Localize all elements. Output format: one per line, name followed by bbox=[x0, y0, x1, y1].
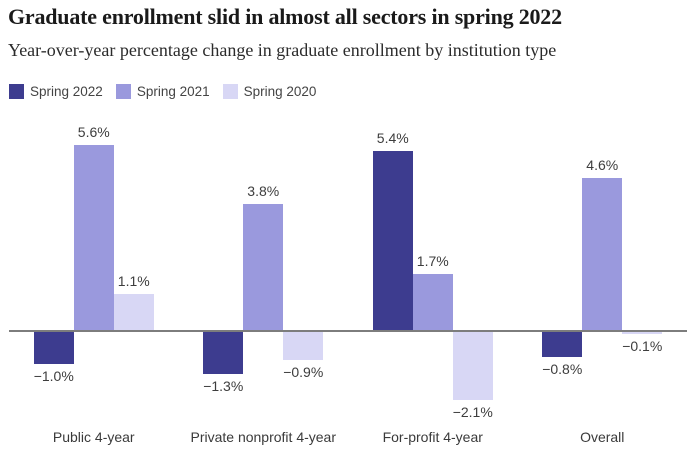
bar bbox=[582, 177, 623, 331]
value-label: 3.8% bbox=[247, 183, 280, 200]
bar bbox=[73, 144, 114, 331]
legend-swatch bbox=[9, 84, 24, 99]
category-label: Overall bbox=[580, 429, 625, 445]
value-label: −2.1% bbox=[452, 404, 493, 421]
bar bbox=[113, 293, 154, 331]
value-label: −0.9% bbox=[283, 364, 324, 381]
bar bbox=[243, 204, 284, 331]
bar bbox=[203, 330, 244, 374]
zero-axis-line bbox=[9, 330, 687, 332]
value-label: −1.3% bbox=[203, 377, 244, 394]
bar bbox=[283, 330, 324, 361]
bar bbox=[33, 330, 74, 364]
legend-swatch bbox=[115, 84, 131, 99]
value-label: 1.1% bbox=[117, 272, 150, 289]
legend-item-label: Spring 2020 bbox=[243, 84, 317, 99]
category-label: For-profit 4-year bbox=[382, 429, 483, 445]
value-label: 1.7% bbox=[416, 253, 449, 270]
legend-item-label: Spring 2021 bbox=[136, 84, 210, 99]
value-label: 5.6% bbox=[77, 123, 110, 140]
bar bbox=[372, 151, 413, 331]
bar bbox=[622, 330, 663, 334]
value-label: 4.6% bbox=[586, 156, 619, 173]
bar bbox=[412, 274, 453, 331]
legend-item: Spring 2021 bbox=[115, 84, 210, 99]
chart-title: Graduate enrollment slid in almost all s… bbox=[8, 4, 562, 29]
value-label: −1.0% bbox=[33, 367, 74, 384]
value-label: −0.1% bbox=[622, 337, 663, 354]
category-label: Private nonprofit 4-year bbox=[190, 429, 337, 445]
category-label: Public 4-year bbox=[52, 429, 135, 445]
chart-subtitle: Year-over-year percentage change in grad… bbox=[8, 40, 557, 60]
legend-item: Spring 2020 bbox=[222, 84, 317, 99]
legend: Spring 2022 Spring 2021 Spring 2020 bbox=[9, 84, 329, 99]
value-label: 5.4% bbox=[376, 130, 409, 147]
legend-swatch bbox=[222, 84, 238, 99]
bar bbox=[452, 330, 493, 401]
legend-item: Spring 2022 bbox=[9, 84, 103, 99]
legend-item-label: Spring 2022 bbox=[30, 84, 103, 99]
bar bbox=[542, 330, 583, 358]
value-label: −0.8% bbox=[542, 361, 583, 378]
